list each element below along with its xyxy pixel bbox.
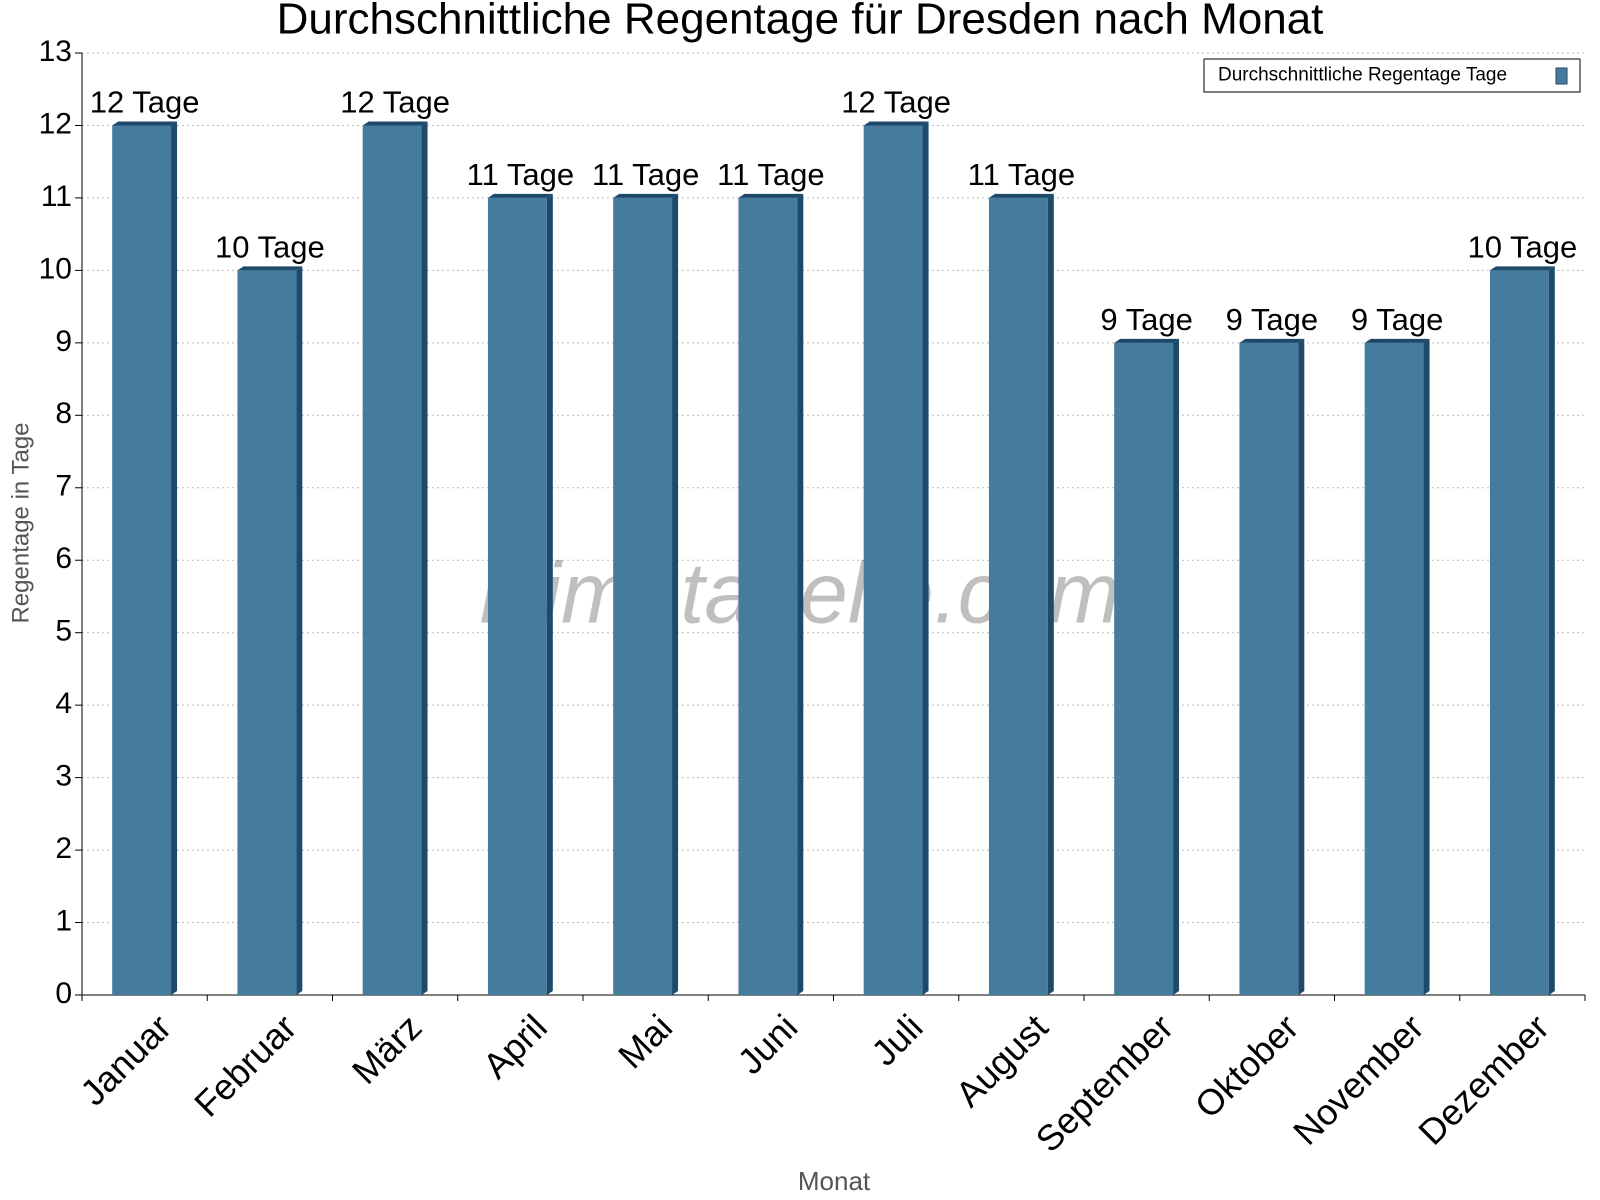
- bar-side: [171, 121, 178, 995]
- bar-top: [738, 193, 804, 198]
- value-label: 10 Tage: [1467, 230, 1577, 265]
- value-label: 9 Tage: [1351, 302, 1444, 337]
- y-tick-label: 12: [39, 107, 72, 140]
- y-axis-label: Regentage in Tage: [7, 422, 34, 623]
- bar-top: [237, 266, 303, 271]
- x-tick-label: Juli: [863, 1006, 930, 1073]
- bar-top: [1239, 338, 1305, 343]
- x-tick-label: Dezember: [1410, 1006, 1556, 1152]
- bar-side: [1047, 193, 1054, 995]
- y-tick-label: 7: [55, 470, 72, 503]
- y-tick-label: 9: [55, 325, 72, 358]
- value-label: 9 Tage: [1226, 302, 1319, 337]
- bar-side: [797, 193, 804, 995]
- x-tick-label: November: [1285, 1006, 1431, 1152]
- bar: [112, 125, 172, 995]
- bar: [1114, 342, 1174, 995]
- bar-top: [487, 193, 553, 198]
- y-tick-label: 4: [55, 687, 72, 720]
- x-tick-label: März: [344, 1006, 430, 1092]
- bar: [1364, 342, 1424, 995]
- x-tick-label: Mai: [610, 1006, 680, 1076]
- bar-side: [296, 266, 303, 995]
- bar-side: [1298, 338, 1305, 995]
- bar-top: [1114, 338, 1180, 343]
- legend-box: [1203, 58, 1581, 93]
- x-tick-label: Januar: [72, 1006, 179, 1113]
- bar: [1239, 342, 1299, 995]
- legend-swatch: [1555, 67, 1568, 85]
- bar-side: [672, 193, 679, 995]
- bar-side: [922, 121, 929, 995]
- bar: [988, 197, 1048, 995]
- legend-label: Durchschnittliche Regentage Tage: [1218, 65, 1507, 86]
- bar-top: [112, 121, 178, 126]
- value-label: 11 Tage: [968, 157, 1075, 192]
- bar-top: [362, 121, 428, 126]
- bar: [613, 197, 673, 995]
- y-tick-label: 6: [55, 542, 72, 575]
- bar-side: [1173, 338, 1180, 995]
- y-tick-label: 0: [55, 977, 72, 1010]
- y-tick-label: 13: [39, 35, 72, 68]
- bar-side: [1423, 338, 1430, 995]
- bar-top: [1489, 266, 1555, 271]
- bar-side: [421, 121, 428, 995]
- value-label: 11 Tage: [592, 157, 699, 192]
- y-tick-label: 10: [39, 252, 72, 285]
- bar: [487, 197, 547, 995]
- bar-side: [1548, 266, 1555, 995]
- x-tick-label: Juni: [730, 1006, 806, 1082]
- chart-title: Durchschnittliche Regentage für Dresden …: [277, 0, 1324, 44]
- x-axis-label: Monat: [798, 1166, 871, 1196]
- bar: [362, 125, 422, 995]
- value-label: 11 Tage: [467, 157, 574, 192]
- bar-top: [863, 121, 929, 126]
- x-tick-label: April: [475, 1006, 555, 1086]
- y-tick-label: 5: [55, 615, 72, 648]
- bar: [863, 125, 923, 995]
- bar: [738, 197, 798, 995]
- value-label: 12 Tage: [90, 85, 200, 120]
- value-label: 10 Tage: [215, 230, 325, 265]
- bar-top: [613, 193, 679, 198]
- x-tick-label: September: [1027, 1006, 1181, 1160]
- y-tick-label: 8: [55, 397, 72, 430]
- y-tick-label: 11: [41, 180, 72, 213]
- bar-top: [1364, 338, 1430, 343]
- bar-top: [988, 193, 1054, 198]
- value-label: 12 Tage: [340, 85, 450, 120]
- x-tick-label: August: [948, 1006, 1056, 1114]
- x-tick-label: Oktober: [1187, 1006, 1307, 1126]
- x-tick-label: Februar: [186, 1006, 304, 1124]
- value-label: 12 Tage: [841, 85, 951, 120]
- value-label: 9 Tage: [1100, 302, 1193, 337]
- bar: [237, 270, 297, 995]
- y-tick-label: 1: [55, 904, 72, 937]
- value-label: 11 Tage: [717, 157, 824, 192]
- y-tick-label: 2: [55, 832, 72, 865]
- y-tick-label: 3: [55, 760, 72, 793]
- bar: [1489, 270, 1549, 995]
- bar-side: [546, 193, 553, 995]
